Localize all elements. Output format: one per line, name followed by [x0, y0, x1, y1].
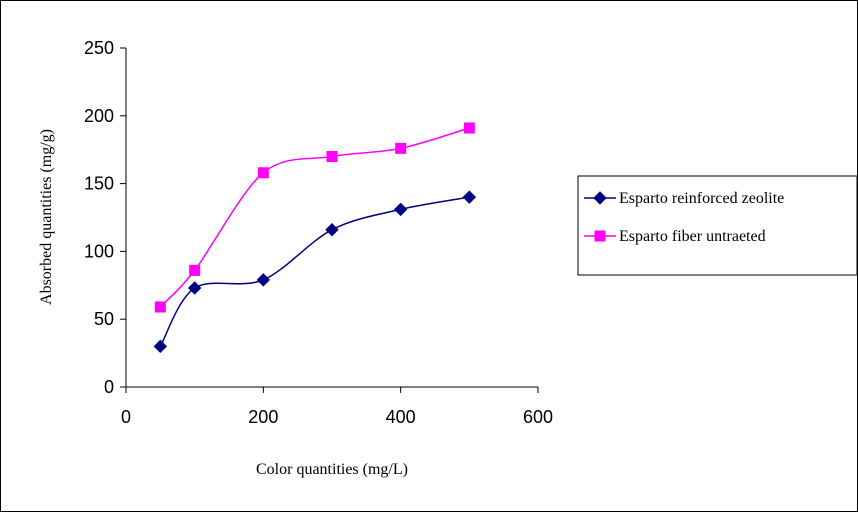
data-point	[154, 301, 166, 313]
plot-area: 0 50 100 150 200 250 0 200 400 600	[84, 38, 553, 427]
x-tick-label: 0	[121, 407, 131, 427]
y-tick-label: 100	[84, 241, 114, 261]
data-point	[325, 222, 339, 237]
legend-item: Esparto fiber untraeted	[584, 228, 766, 245]
data-point	[462, 190, 477, 204]
data-point	[189, 264, 201, 276]
y-tick-label: 250	[84, 38, 114, 58]
data-point	[326, 150, 338, 162]
y-tick-label: 0	[104, 377, 114, 397]
data-point	[257, 167, 269, 179]
legend-box	[577, 175, 858, 276]
legend-marker	[594, 230, 606, 242]
series-2	[154, 122, 475, 313]
data-point	[256, 273, 271, 287]
legend-label: Esparto reinforced zeolite	[619, 190, 784, 207]
legend-marker	[593, 191, 607, 205]
series-1	[153, 190, 477, 354]
y-tick-label: 50	[94, 309, 114, 329]
data-point	[395, 142, 407, 154]
data-point	[463, 122, 475, 134]
x-tick-label: 200	[248, 407, 278, 427]
x-ticks: 0 200 400 600	[121, 387, 553, 427]
x-tick-label: 400	[386, 407, 416, 427]
data-point	[187, 281, 202, 295]
y-axis-title: Absorbed quantities (mg/g)	[38, 129, 55, 305]
data-point	[153, 339, 168, 354]
legend: Esparto reinforced zeolite Esparto fiber …	[577, 175, 858, 276]
data-point	[393, 202, 408, 217]
x-axis-title: Color quantities (mg/L)	[256, 461, 408, 478]
y-tick-label: 150	[84, 174, 114, 194]
legend-item: Esparto reinforced zeolite	[584, 190, 784, 207]
y-ticks: 0 50 100 150 200 250	[84, 38, 126, 397]
x-tick-label: 600	[523, 407, 553, 427]
legend-label: Esparto fiber untraeted	[619, 228, 766, 245]
series-layer	[153, 122, 477, 354]
y-tick-label: 200	[84, 106, 114, 126]
